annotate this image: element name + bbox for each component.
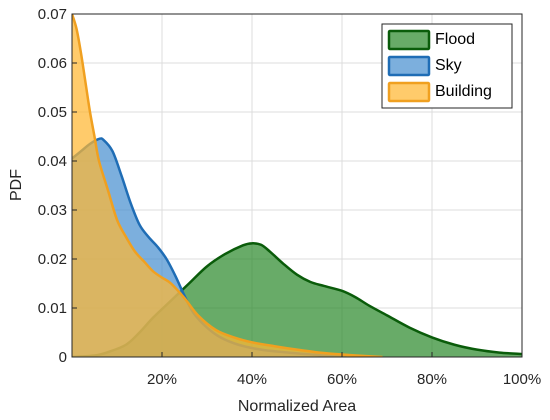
x-tick-label: 60% xyxy=(327,371,357,388)
y-tick-label: 0.04 xyxy=(38,153,67,170)
y-axis-label: PDF xyxy=(8,169,25,201)
legend-swatch-building xyxy=(387,81,431,103)
plot-frame xyxy=(71,13,523,358)
x-tick-label: 20% xyxy=(147,371,177,388)
y-tick-label: 0.02 xyxy=(38,251,67,268)
y-tick-label: 0.06 xyxy=(38,55,67,72)
series-area-building xyxy=(72,14,383,357)
y-tick-label: 0.05 xyxy=(38,104,67,121)
legend-label-building: Building xyxy=(435,83,492,100)
x-tick-label: 40% xyxy=(237,371,267,388)
y-tick-label: 0.01 xyxy=(38,300,67,317)
y-tick-label: 0 xyxy=(59,349,67,366)
series-areas xyxy=(72,14,522,357)
x-axis-label: Normalized Area xyxy=(238,398,356,415)
legend: Flood Sky Building xyxy=(381,23,513,109)
y-tick-label: 0.03 xyxy=(38,202,67,219)
x-tick-label: 80% xyxy=(417,371,447,388)
legend-swatch-flood xyxy=(387,29,431,51)
axis-ticks: 20% 40% 60% 80% 100% 0 0.01 0.02 0.03 0.04 0.05 0.0… xyxy=(38,6,541,388)
y-tick-label: 0.07 xyxy=(38,6,67,23)
legend-label-sky: Sky xyxy=(435,57,462,74)
legend-label-flood: Flood xyxy=(435,31,475,48)
x-tick-label: 100% xyxy=(503,371,541,388)
series-line-building xyxy=(72,14,383,357)
legend-swatch-sky xyxy=(387,55,431,77)
